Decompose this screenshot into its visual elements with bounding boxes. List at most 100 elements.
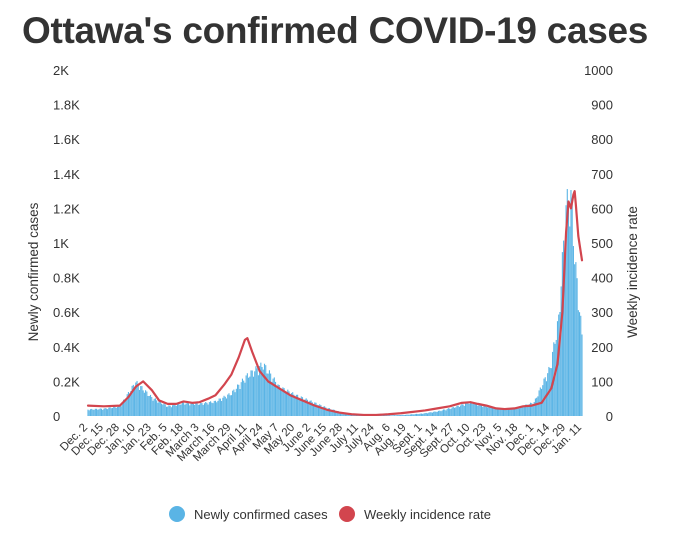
case-bar — [87, 409, 89, 416]
case-bar — [487, 407, 489, 416]
case-bar — [484, 405, 486, 416]
case-bar — [273, 377, 275, 416]
case-bar — [560, 286, 562, 416]
case-bar — [576, 278, 578, 416]
case-bar — [566, 189, 568, 416]
case-bar — [314, 402, 316, 416]
case-bar — [471, 401, 473, 416]
y-right-tick-label: 1000 — [584, 63, 613, 78]
case-bar — [163, 403, 165, 416]
case-bar — [187, 403, 190, 416]
case-bar — [533, 401, 535, 416]
case-bar — [294, 397, 296, 416]
case-bar — [558, 314, 560, 416]
case-bar — [477, 405, 479, 416]
case-bar — [103, 408, 105, 416]
case-bar — [213, 400, 215, 416]
case-bar — [93, 409, 95, 416]
case-bar — [116, 406, 118, 416]
case-bar — [460, 405, 462, 416]
case-bar — [100, 408, 103, 416]
case-bar — [254, 371, 256, 416]
legend-swatch-incidence[interactable] — [339, 506, 355, 522]
case-bar — [412, 414, 414, 416]
y-left-tick-label: 0.4K — [53, 340, 80, 355]
case-bar — [434, 411, 436, 416]
case-bar — [246, 373, 248, 416]
case-bar — [522, 406, 524, 416]
case-bar — [167, 406, 169, 416]
case-bar — [387, 415, 389, 416]
case-bar — [400, 415, 402, 416]
case-bar — [317, 405, 319, 416]
case-bar — [292, 392, 294, 416]
case-bar — [170, 407, 172, 416]
case-bar — [408, 414, 410, 416]
case-bar — [325, 407, 327, 416]
y-left-tick-label: 2K — [53, 63, 69, 78]
case-bar — [149, 394, 152, 416]
case-bar — [495, 409, 497, 416]
case-bar — [110, 408, 112, 416]
case-bar — [148, 395, 150, 416]
legend: Newly confirmed cases Weekly incidence r… — [169, 506, 491, 522]
case-bar — [135, 382, 137, 416]
case-bar — [384, 415, 386, 416]
case-bar — [259, 366, 261, 416]
y-left-tick-label: 0.6K — [53, 305, 80, 320]
legend-label-incidence[interactable]: Weekly incidence rate — [364, 507, 491, 522]
y-right-tick-label: 300 — [591, 305, 613, 320]
case-bar — [396, 415, 398, 416]
y-left-tick-label: 1.6K — [53, 132, 80, 147]
case-bar — [525, 404, 527, 416]
case-bar — [217, 400, 219, 416]
y-left-tick-label: 0.8K — [53, 271, 80, 286]
legend-label-cases[interactable]: Newly confirmed cases — [194, 507, 328, 522]
case-bar — [142, 390, 144, 416]
y-right-tick-label: 600 — [591, 201, 613, 216]
case-bar — [577, 310, 579, 416]
case-bar — [305, 398, 307, 416]
case-bar — [261, 367, 263, 416]
case-bar — [183, 402, 185, 416]
case-bar — [126, 394, 128, 416]
case-bar — [569, 226, 571, 416]
case-bar — [488, 406, 490, 416]
bars-layer — [87, 189, 583, 416]
case-bar — [260, 362, 262, 416]
case-bar — [211, 402, 213, 416]
case-bar — [465, 403, 467, 416]
case-bar — [271, 381, 273, 416]
case-bar — [445, 410, 447, 416]
case-bar — [308, 402, 310, 416]
case-bar — [539, 387, 541, 416]
case-bar — [200, 402, 202, 416]
incidence-rate-line — [86, 190, 584, 417]
case-bar — [91, 408, 93, 416]
y-left-tick-label: 1.2K — [53, 201, 80, 216]
case-bar — [125, 398, 127, 416]
case-bar — [191, 402, 193, 416]
case-bar — [172, 405, 174, 416]
case-bar — [179, 404, 181, 416]
case-bar — [89, 409, 91, 416]
case-bar — [185, 403, 187, 416]
case-bar — [528, 404, 530, 416]
case-bar — [252, 376, 255, 416]
legend-swatch-cases[interactable] — [169, 506, 185, 522]
case-bar — [564, 254, 566, 416]
case-bar — [248, 377, 250, 416]
case-bar — [165, 406, 167, 416]
case-bar — [244, 382, 246, 416]
case-bar — [219, 398, 221, 416]
case-bar — [161, 403, 163, 416]
case-bar — [174, 405, 176, 416]
case-bar — [118, 405, 120, 416]
case-bar — [575, 262, 577, 416]
case-bar — [482, 406, 484, 416]
case-bar — [520, 406, 522, 416]
case-bar — [232, 390, 234, 416]
case-bar — [319, 404, 321, 416]
case-bar — [418, 414, 420, 416]
case-bar — [132, 384, 134, 416]
